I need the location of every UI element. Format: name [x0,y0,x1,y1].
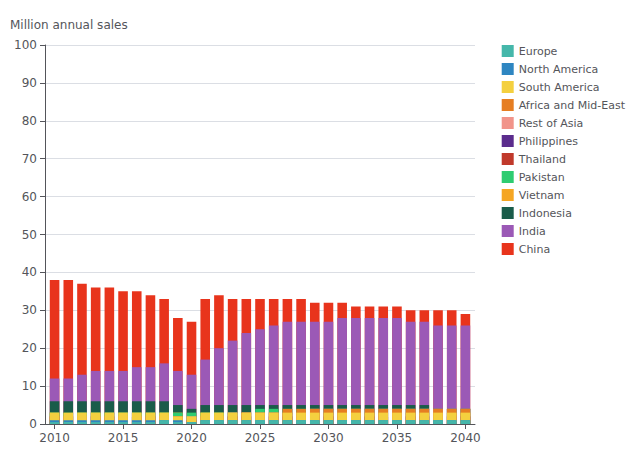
svg-text:0: 0 [29,417,37,431]
svg-text:50: 50 [22,228,37,242]
svg-text:70: 70 [22,152,37,166]
svg-text:2020: 2020 [176,431,207,445]
svg-text:2010: 2010 [39,431,70,445]
svg-text:60: 60 [22,190,37,204]
svg-text:80: 80 [22,114,37,128]
svg-text:2025: 2025 [245,431,276,445]
svg-text:2030: 2030 [313,431,344,445]
svg-text:Indonesia: Indonesia [519,207,572,220]
svg-text:India: India [519,225,546,238]
svg-text:2040: 2040 [450,431,481,445]
svg-text:2035: 2035 [382,431,413,445]
svg-text:South America: South America [519,81,600,94]
svg-text:Rest of Asia: Rest of Asia [519,117,584,130]
svg-text:China: China [519,243,550,256]
svg-text:30: 30 [22,303,37,317]
svg-text:40: 40 [22,265,37,279]
svg-text:Vietnam: Vietnam [519,189,565,202]
svg-text:Thailand: Thailand [518,153,566,166]
svg-text:Europe: Europe [519,45,558,58]
svg-text:90: 90 [22,76,37,90]
svg-text:Philippines: Philippines [519,135,579,148]
svg-text:Africa and Mid-East: Africa and Mid-East [519,99,626,112]
svg-text:10: 10 [22,379,37,393]
svg-text:2015: 2015 [108,431,139,445]
svg-text:100: 100 [14,38,37,52]
svg-text:Million annual sales: Million annual sales [10,18,128,32]
svg-text:20: 20 [22,341,37,355]
svg-text:North America: North America [519,63,599,76]
svg-text:Pakistan: Pakistan [519,171,565,184]
